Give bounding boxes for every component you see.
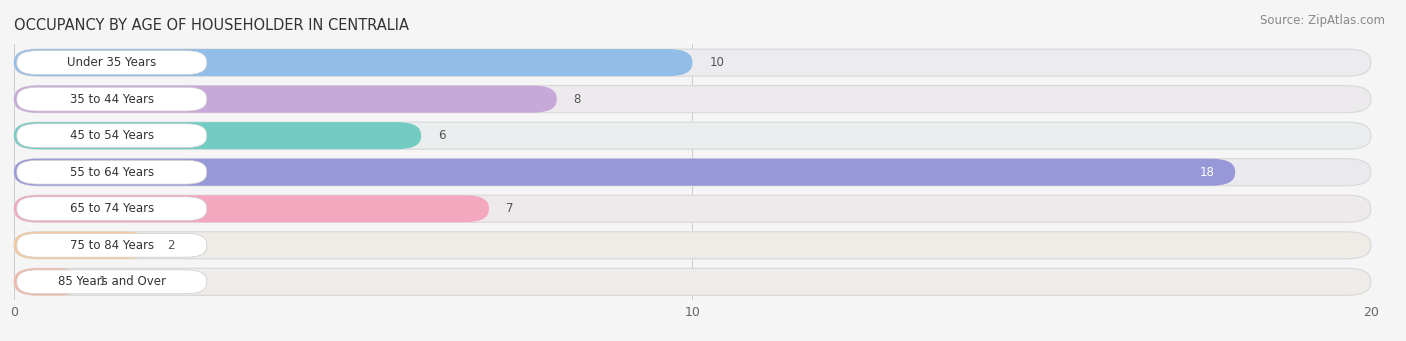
Text: 1: 1 <box>98 275 107 288</box>
FancyBboxPatch shape <box>14 268 1371 295</box>
Text: Under 35 Years: Under 35 Years <box>67 56 156 69</box>
FancyBboxPatch shape <box>14 159 1236 186</box>
FancyBboxPatch shape <box>14 268 82 295</box>
FancyBboxPatch shape <box>14 195 1371 222</box>
FancyBboxPatch shape <box>14 232 1371 259</box>
FancyBboxPatch shape <box>17 197 207 221</box>
FancyBboxPatch shape <box>14 86 557 113</box>
Text: 85 Years and Over: 85 Years and Over <box>58 275 166 288</box>
Text: 65 to 74 Years: 65 to 74 Years <box>70 202 153 215</box>
Text: 6: 6 <box>439 129 446 142</box>
FancyBboxPatch shape <box>17 87 207 111</box>
FancyBboxPatch shape <box>14 86 1371 113</box>
FancyBboxPatch shape <box>14 122 422 149</box>
Text: 35 to 44 Years: 35 to 44 Years <box>70 93 153 106</box>
FancyBboxPatch shape <box>17 160 207 184</box>
Text: 7: 7 <box>506 202 513 215</box>
Text: 2: 2 <box>167 239 174 252</box>
Text: 10: 10 <box>710 56 724 69</box>
FancyBboxPatch shape <box>14 159 1371 186</box>
FancyBboxPatch shape <box>14 49 1371 76</box>
Text: 55 to 64 Years: 55 to 64 Years <box>70 166 153 179</box>
FancyBboxPatch shape <box>14 122 1371 149</box>
Text: 45 to 54 Years: 45 to 54 Years <box>70 129 153 142</box>
Text: 8: 8 <box>574 93 581 106</box>
FancyBboxPatch shape <box>14 195 489 222</box>
FancyBboxPatch shape <box>17 233 207 257</box>
Text: OCCUPANCY BY AGE OF HOUSEHOLDER IN CENTRALIA: OCCUPANCY BY AGE OF HOUSEHOLDER IN CENTR… <box>14 18 409 33</box>
FancyBboxPatch shape <box>14 49 692 76</box>
Text: Source: ZipAtlas.com: Source: ZipAtlas.com <box>1260 14 1385 27</box>
Text: 18: 18 <box>1199 166 1215 179</box>
FancyBboxPatch shape <box>17 270 207 294</box>
FancyBboxPatch shape <box>17 124 207 148</box>
FancyBboxPatch shape <box>17 51 207 74</box>
FancyBboxPatch shape <box>14 232 150 259</box>
Text: 75 to 84 Years: 75 to 84 Years <box>70 239 153 252</box>
